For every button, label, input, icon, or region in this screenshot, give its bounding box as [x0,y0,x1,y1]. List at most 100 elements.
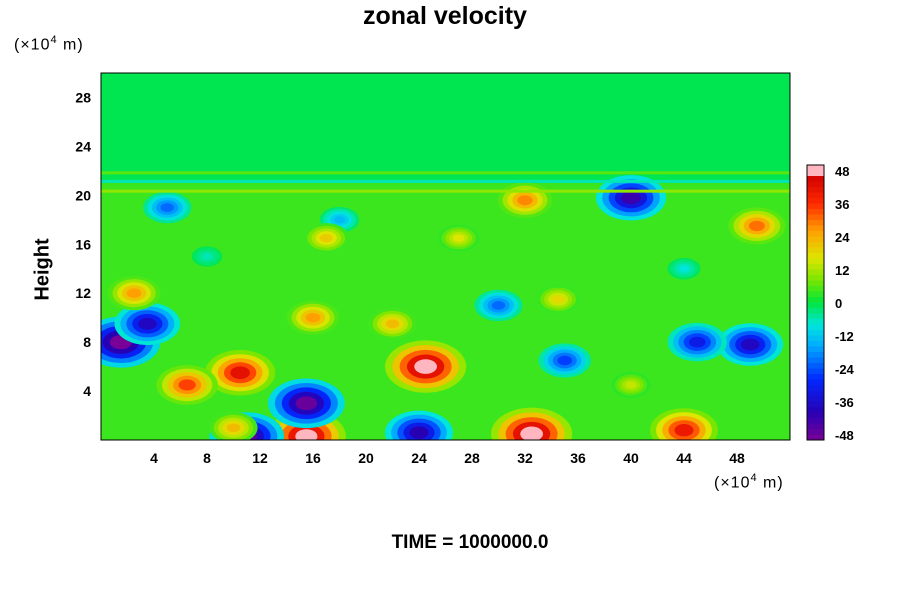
colorbar-label--24: -24 [835,362,855,377]
colorbar-label--48: -48 [835,428,854,443]
colorbar-step-10 [807,220,824,226]
y-tick-label-28: 28 [75,89,91,105]
x-tick-label-28: 28 [464,450,480,466]
field-band-1 [101,179,790,183]
x-tick-label-12: 12 [252,450,268,466]
field-feature-0-ring-4 [414,359,437,374]
colorbar-step-35 [807,357,824,364]
y-tick-label-20: 20 [75,187,91,203]
colorbar-step-22 [807,286,824,292]
colorbar-step-36 [807,363,824,369]
field-feature-1-ring-4 [230,366,250,380]
colorbar-step-25 [807,302,824,309]
colorbar-step-31 [807,335,824,342]
colorbar-label-12: 12 [835,263,849,278]
colorbar-step-26 [807,308,824,314]
colorbar-step-13 [807,236,824,243]
colorbar-step-49 [807,434,824,441]
y-tick-label-24: 24 [75,138,91,154]
field-feature-26-ring-4 [226,423,241,433]
colorbar-step-19 [807,269,824,276]
colorbar-step-7 [807,203,824,210]
colorbar-step-33 [807,346,824,353]
field-feature-3-ring-4 [520,426,543,440]
colorbar-label--12: -12 [835,329,854,344]
colorbar-step-23 [807,291,824,298]
colorbar-step-46 [807,418,824,424]
colorbar-step-4 [807,187,824,193]
y-tick-label-4: 4 [83,383,91,399]
colorbar-step-15 [807,247,824,254]
colorbar-step-29 [807,324,824,331]
field-band-0 [101,189,790,193]
field-feature-29-ring-4 [202,253,212,260]
chart-title: zonal velocity [363,2,527,30]
colorbar-step-1 [807,170,824,177]
field-feature-20-ring-4 [319,233,333,243]
field-feature-22-ring-4 [748,220,765,232]
colorbar-step-2 [807,176,824,182]
field-feature-5-ring-4 [674,424,694,437]
plot-frame [100,72,791,441]
field-feature-24-ring-4 [551,295,565,304]
colorbar-step-6 [807,198,824,204]
colorbar-step-21 [807,280,824,287]
field-band-2 [101,171,790,175]
colorbar-step-42 [807,396,824,402]
y-tick-label-8: 8 [83,334,91,350]
field-feature-25-ring-4 [452,234,465,242]
colorbar-frame [806,164,825,441]
x-tick-label-48: 48 [729,450,745,466]
colorbar-step-11 [807,225,824,232]
colorbar-step-12 [807,231,824,237]
colorbar-step-17 [807,258,824,265]
x-tick-label-8: 8 [203,450,211,466]
field-feature-10-ring-4 [409,426,429,439]
colorbar-step-16 [807,253,824,259]
field-feature-16-ring-4 [160,203,174,212]
field-feature-4-ring-4 [295,429,318,440]
field-feature-27-ring-4 [625,381,637,389]
field-feature-14-ring-4 [557,355,573,366]
x-tick-label-40: 40 [623,450,639,466]
colorbar-step-43 [807,401,824,408]
colorbar-label-48: 48 [835,164,849,179]
field-feature-21-ring-4 [126,288,142,298]
colorbar-step-14 [807,242,824,248]
colorbar-step-18 [807,264,824,270]
colorbar-step-9 [807,214,824,221]
colorbar-step-5 [807,192,824,199]
colorbar-step-45 [807,412,824,419]
colorbar-label--36: -36 [835,395,854,410]
x-unit-label: (×104 m) [714,472,784,492]
y-tick-label-16: 16 [75,236,91,252]
colorbar-step-32 [807,341,824,347]
field-feature-28-ring-4 [679,265,689,272]
field-feature-7-ring-4 [138,317,157,330]
colorbar-step-41 [807,390,824,397]
y-tick-label-12: 12 [75,285,91,301]
colorbar-label-36: 36 [835,197,849,212]
colorbar: 48 36 24 12 0 -12 -24 -36 -48 [806,164,855,443]
colorbar-step-39 [807,379,824,386]
x-tick-label-36: 36 [570,450,586,466]
field-feature-19-ring-4 [385,319,400,329]
x-tick-label-16: 16 [305,450,321,466]
field-feature-8-ring-4 [295,396,318,411]
x-tick-label-24: 24 [411,450,427,466]
x-tick-label-4: 4 [150,450,158,466]
colorbar-step-47 [807,423,824,430]
colorbar-step-30 [807,330,824,336]
field-feature-15-ring-4 [491,301,506,310]
field-feature-13-ring-4 [688,336,706,348]
colorbar-step-28 [807,319,824,325]
colorbar-step-48 [807,429,824,435]
field-lower-layer [101,183,790,440]
colorbar-step-34 [807,352,824,358]
colorbar-label-0: 0 [835,296,842,311]
time-footer: TIME = 1000000.0 [391,532,549,553]
colorbar-step-8 [807,209,824,215]
colorbar-step-24 [807,297,824,303]
